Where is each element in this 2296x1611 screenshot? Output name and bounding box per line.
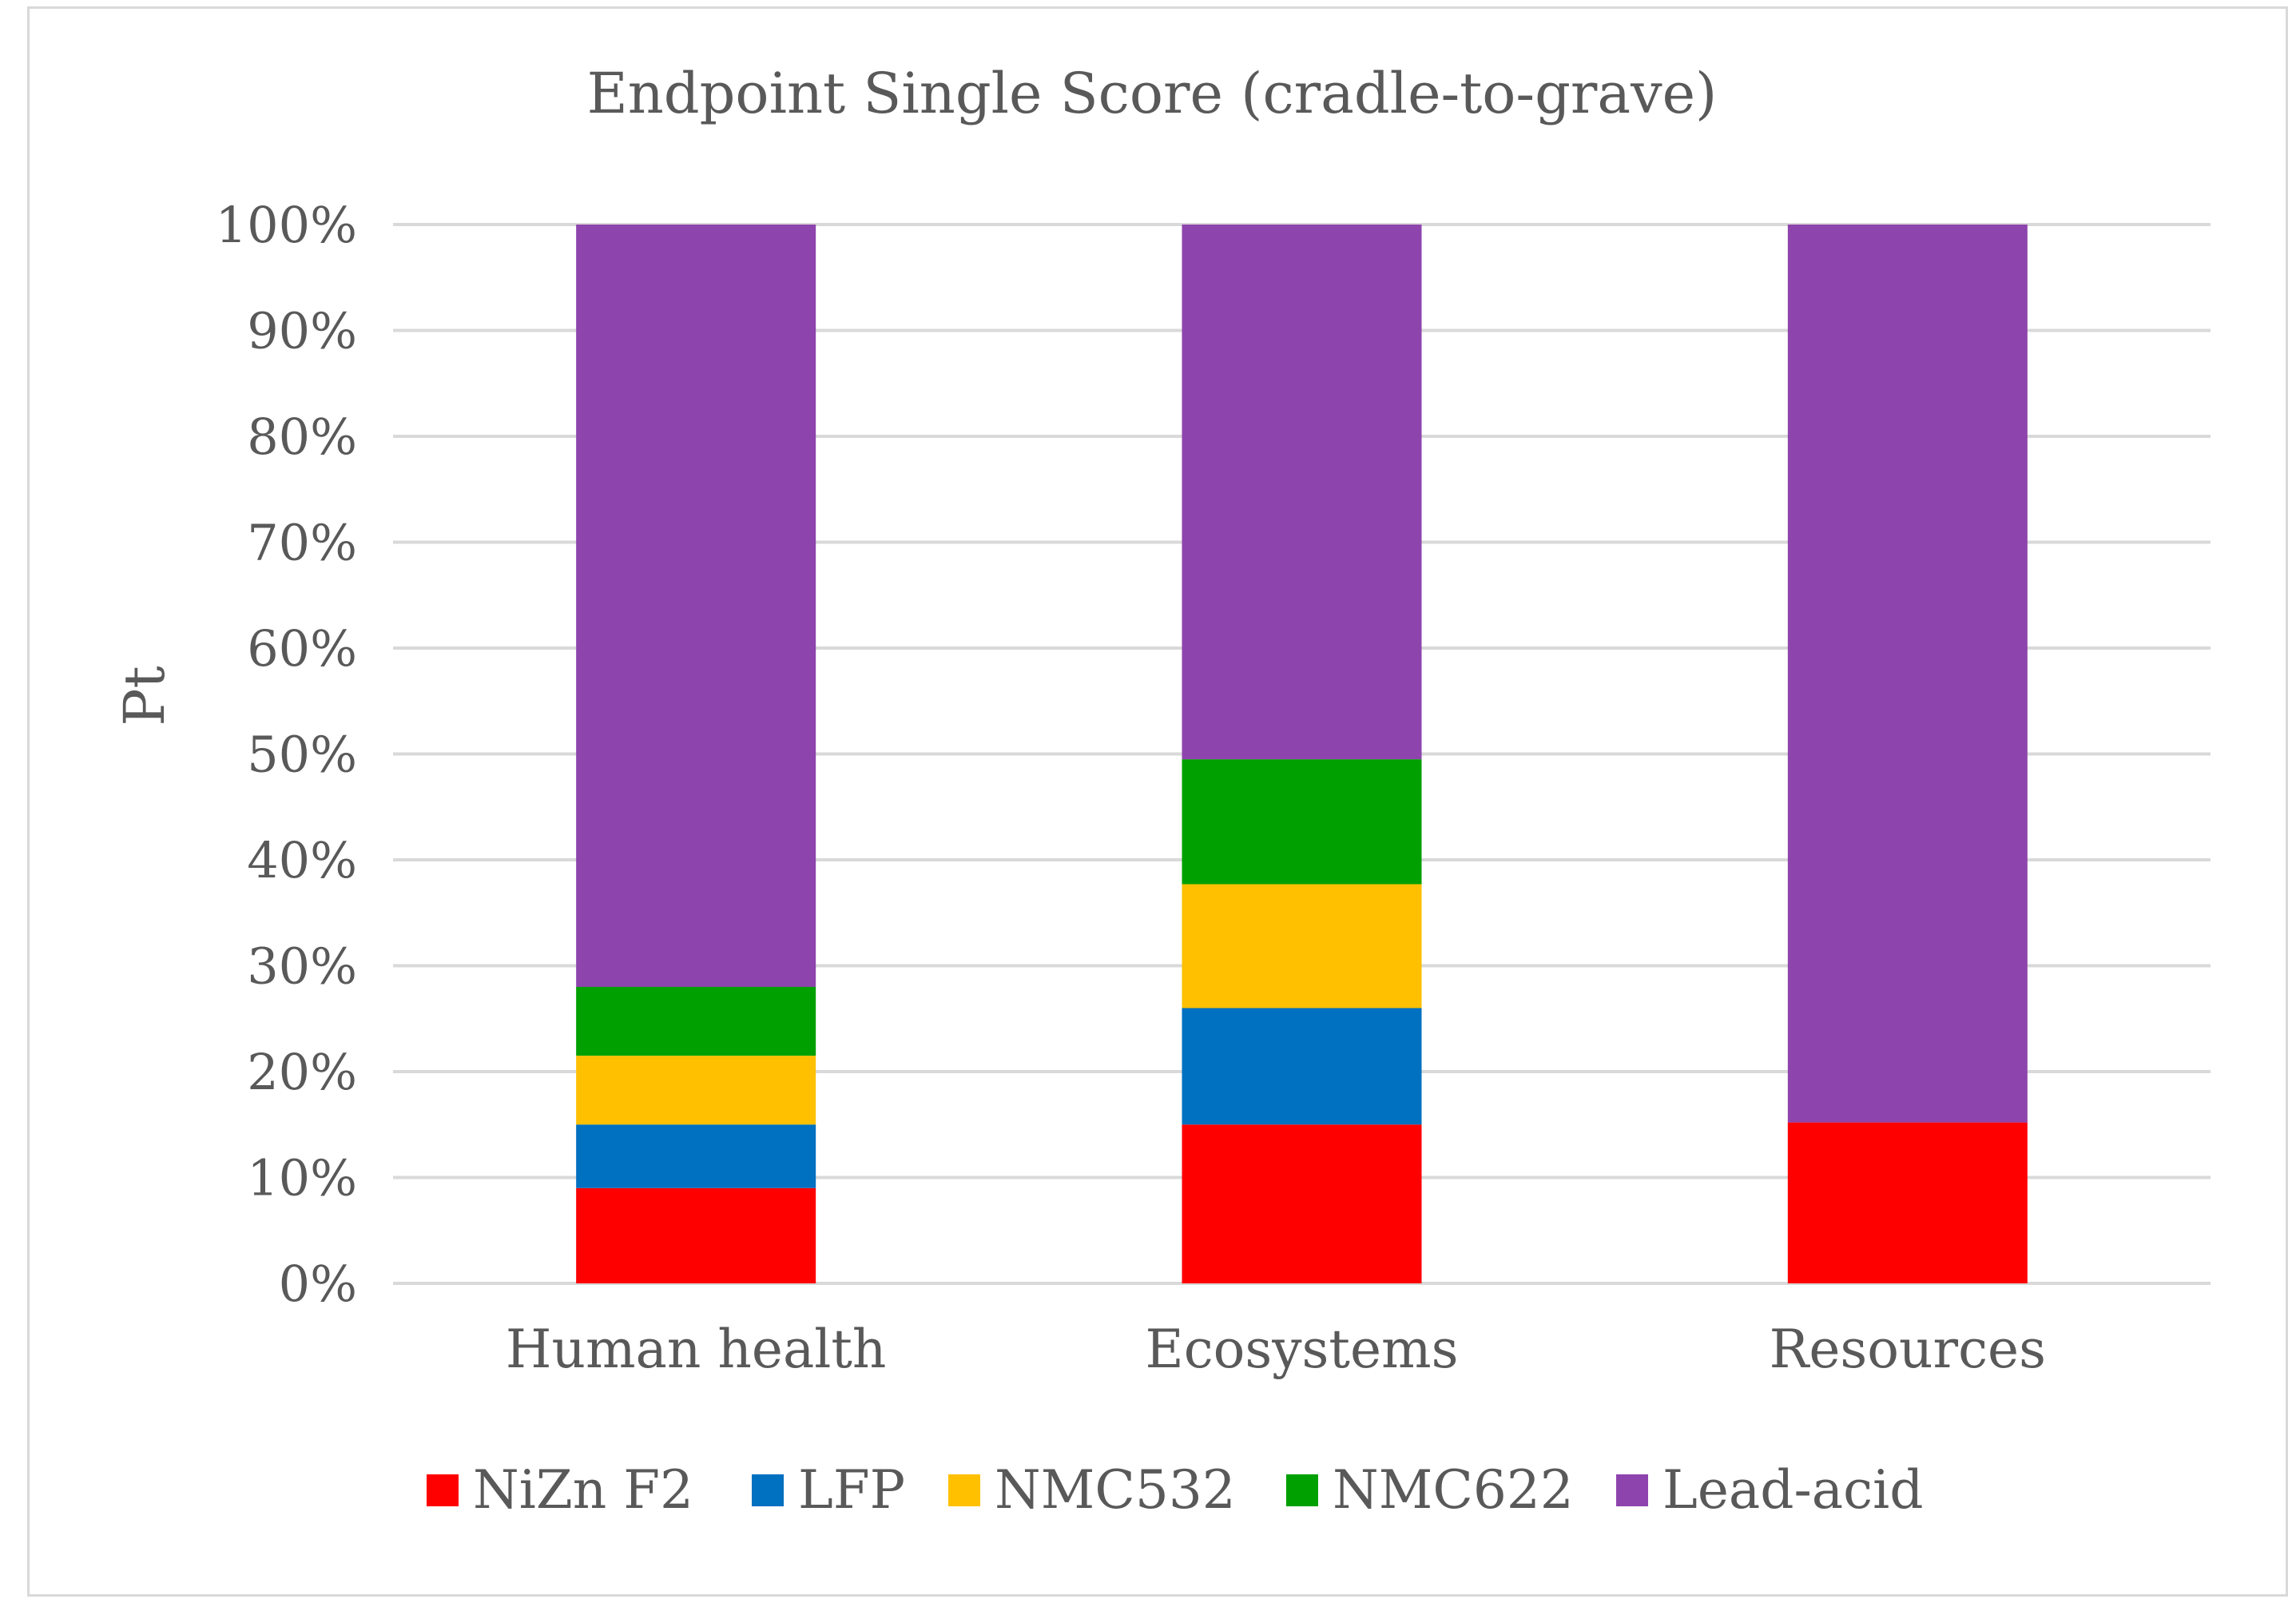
bar-segment xyxy=(1182,884,1422,1008)
y-tick-label: 60% xyxy=(247,619,357,678)
x-tick-label: Human health xyxy=(506,1319,887,1380)
bar-segment xyxy=(1787,1122,2028,1283)
bar-segment xyxy=(576,987,816,1056)
x-tick-label: Ecosystems xyxy=(1146,1319,1459,1380)
legend-swatch xyxy=(1286,1474,1318,1506)
y-tick-label: 90% xyxy=(247,302,357,360)
y-tick-label: 100% xyxy=(216,196,357,254)
y-tick-label: 30% xyxy=(247,937,357,996)
bar-segment xyxy=(576,1124,816,1188)
y-tick-label: 80% xyxy=(247,408,357,466)
bar-segment xyxy=(576,225,816,987)
legend-swatch xyxy=(1616,1474,1648,1506)
bar-segment xyxy=(1182,759,1422,885)
legend-label: NiZn F2 xyxy=(473,1459,693,1521)
y-tick-label: 70% xyxy=(247,514,357,572)
y-tick-label: 20% xyxy=(247,1043,357,1101)
bar-segment xyxy=(1787,225,2028,1123)
chart-frame: Endpoint Single Score (cradle-to-grave) … xyxy=(27,6,2288,1597)
legend-swatch xyxy=(752,1474,784,1506)
legend-label: Lead-acid xyxy=(1662,1459,1923,1521)
y-tick-label: 10% xyxy=(247,1149,357,1207)
legend-label: LFP xyxy=(798,1459,905,1521)
x-tick-labels: Human health Ecosystems Resources xyxy=(506,1319,2046,1380)
legend-swatch xyxy=(427,1474,459,1506)
chart-title: Endpoint Single Score (cradle-to-grave) xyxy=(587,61,1718,126)
bar-segment xyxy=(1182,1008,1422,1125)
bar-segment xyxy=(1182,1124,1422,1283)
legend-swatch xyxy=(948,1474,980,1506)
legend: NiZn F2 LFP NMC532 NMC622 Lead-acid xyxy=(427,1459,1923,1521)
chart: Endpoint Single Score (cradle-to-grave) … xyxy=(112,61,2211,1521)
y-axis-label: Pt xyxy=(112,666,177,726)
x-tick-label: Resources xyxy=(1770,1319,2046,1380)
y-tick-label: 40% xyxy=(247,831,357,889)
legend-label: NMC532 xyxy=(995,1459,1236,1521)
bar-segment xyxy=(1182,225,1422,760)
y-tick-label: 0% xyxy=(279,1255,357,1313)
y-tick-labels: 0% 10% 20% 30% 40% 50% 60% 70% 80% 90% 100% xyxy=(216,196,357,1313)
y-tick-label: 50% xyxy=(247,726,357,784)
legend-label: NMC622 xyxy=(1333,1459,1574,1521)
bars xyxy=(576,225,2028,1283)
bar-segment xyxy=(576,1187,816,1283)
bar-segment xyxy=(576,1056,816,1125)
